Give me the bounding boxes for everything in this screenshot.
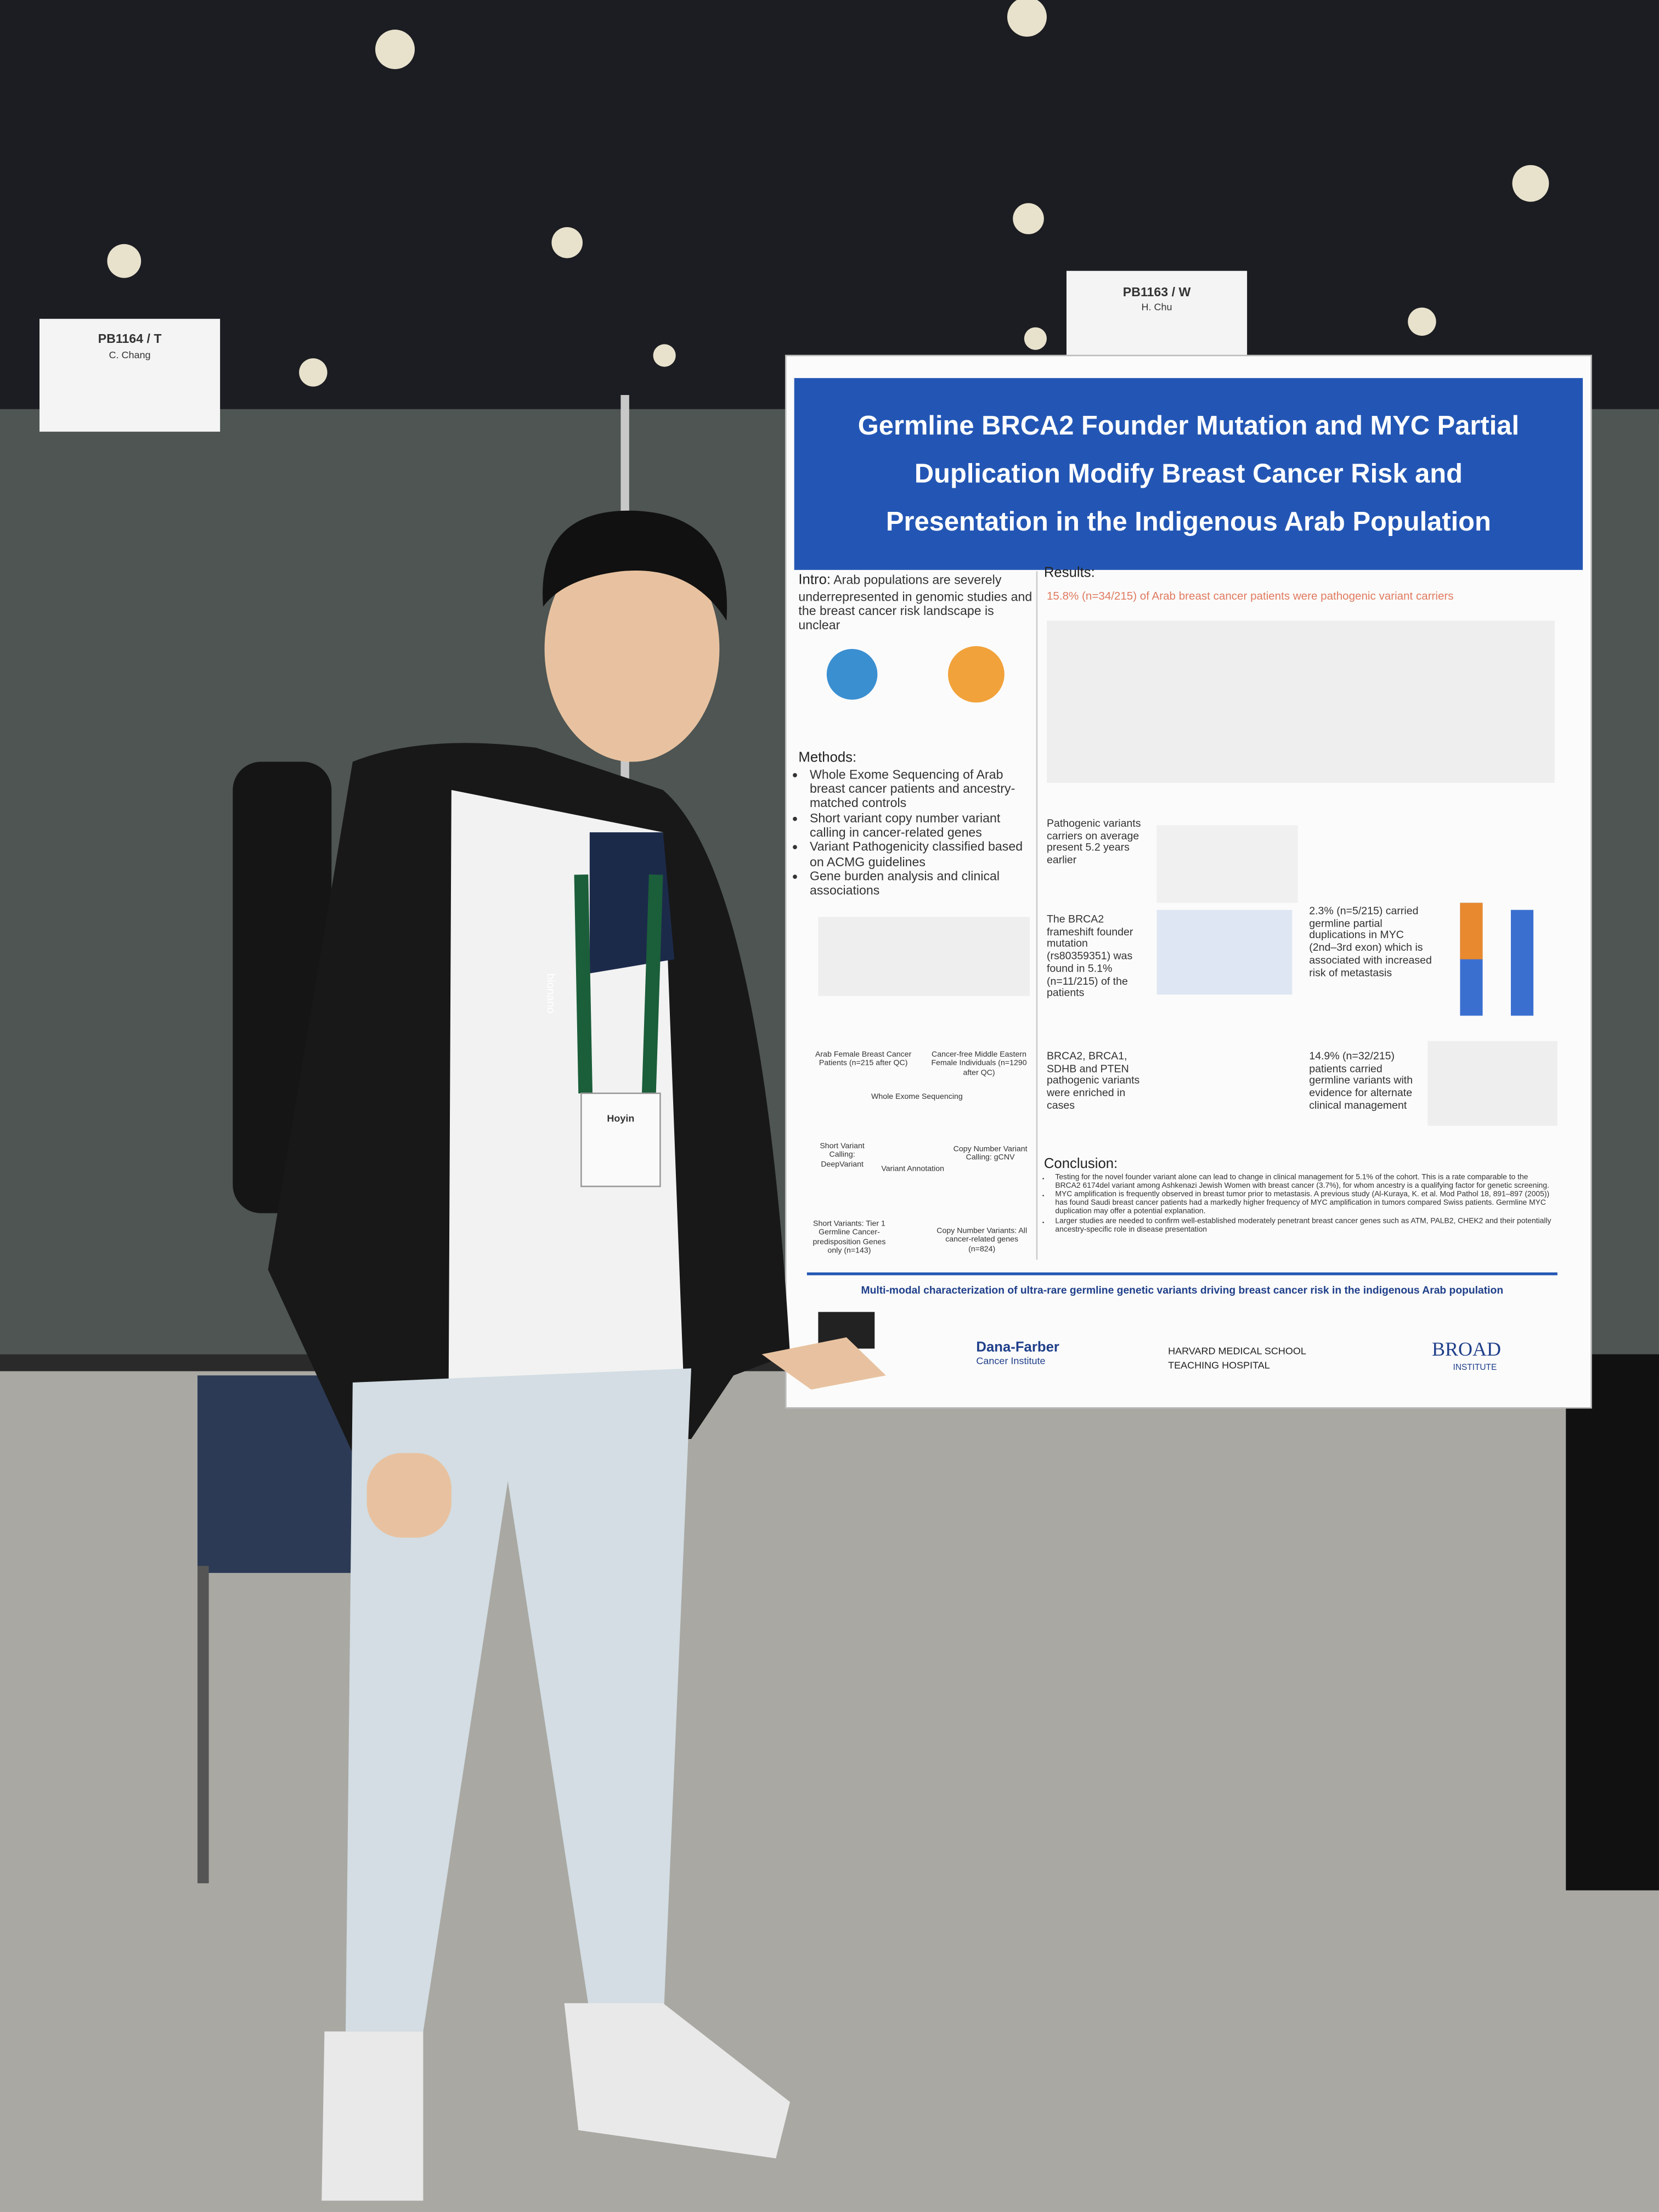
methods-list: Whole Exome Sequencing of Arab breast ca…: [798, 767, 1032, 898]
logo-text: Dana-Farber: [976, 1340, 1059, 1356]
finding: 14.9% (n=32/215) patients carried germli…: [1309, 1049, 1413, 1111]
methods: Methods: Whole Exome Sequencing of Arab …: [798, 751, 1032, 898]
logo-text: INSTITUTE: [1453, 1364, 1497, 1373]
finding: The BRCA2 frameshift founder mutation (r…: [1046, 912, 1133, 1000]
method: Whole Exome Sequencing of Arab breast ca…: [810, 767, 1032, 811]
logo-text: HARVARD MEDICAL SCHOOL: [1168, 1347, 1306, 1357]
logo-text: Cancer Institute: [976, 1357, 1046, 1367]
finding: Pathogenic variants carriers on average …: [1046, 816, 1141, 867]
heading: Conclusion:: [1043, 1156, 1118, 1172]
intro: Intro: Arab populations are severely und…: [798, 573, 1032, 633]
workflow-step: Variant Annotation: [881, 1165, 944, 1174]
method: Variant Pathogenicity classified based o…: [810, 840, 1032, 869]
sign-name: H. Chu: [1141, 303, 1172, 313]
title-line: Presentation in the Indigenous Arab Popu…: [885, 507, 1491, 538]
workflow-step: Cancer-free Middle Eastern Female Indivi…: [931, 1051, 1027, 1077]
heading: Results:: [1043, 566, 1095, 582]
poster-subtitle: Multi-modal characterization of ultra-ra…: [861, 1283, 1504, 1297]
conclusion-item: Testing for the novel founder variant al…: [1055, 1173, 1554, 1190]
conclusion-list: Testing for the novel founder variant al…: [1044, 1173, 1555, 1234]
workflow-step: Short Variants: Tier 1 Germline Cancer-p…: [812, 1220, 886, 1256]
method: Gene burden analysis and clinical associ…: [810, 869, 1032, 898]
conclusion: Conclusion: Testing for the novel founde…: [1044, 1157, 1555, 1234]
workflow-step: Copy Number Variants: All cancer-related…: [936, 1227, 1028, 1254]
sign-name: C. Chang: [109, 351, 151, 362]
logo-text: TEACHING HOSPITAL: [1168, 1361, 1270, 1372]
title-line: Germline BRCA2 Founder Mutation and MYC …: [857, 411, 1520, 442]
sign-code: PB1164 / T: [98, 331, 162, 346]
lanyard-text: bionano: [544, 973, 557, 1014]
workflow-step: Short Variant Calling: DeepVariant: [820, 1142, 865, 1169]
results-summary: 15.8% (n=34/215) of Arab breast cancer p…: [1046, 589, 1454, 602]
sign-code: PB1163 / W: [1122, 285, 1191, 300]
heading: Intro:: [798, 572, 831, 589]
method: Short variant copy number variant callin…: [810, 810, 1032, 839]
badge-name: Hoyin: [607, 1114, 635, 1125]
poster-title: Germline BRCA2 Founder Mutation and MYC …: [794, 403, 1583, 547]
finding: 2.3% (n=5/215) carried germline partial …: [1309, 904, 1432, 979]
heading: Methods:: [798, 750, 857, 766]
workflow-step: Copy Number Variant Calling: gCNV: [953, 1145, 1028, 1163]
title-line: Duplication Modify Breast Cancer Risk an…: [914, 460, 1463, 490]
conclusion-item: MYC amplification is frequently observed…: [1055, 1190, 1554, 1217]
intro-text: Arab populations are severely underrepre…: [798, 572, 1032, 633]
logo-text: BROAD: [1431, 1340, 1502, 1362]
finding: BRCA2, BRCA1, SDHB and PTEN pathogenic v…: [1046, 1049, 1140, 1111]
workflow-step: Arab Female Breast Cancer Patients (n=21…: [815, 1051, 912, 1069]
workflow-step: Whole Exome Sequencing: [871, 1093, 963, 1102]
conclusion-item: Larger studies are needed to confirm wel…: [1055, 1217, 1554, 1234]
